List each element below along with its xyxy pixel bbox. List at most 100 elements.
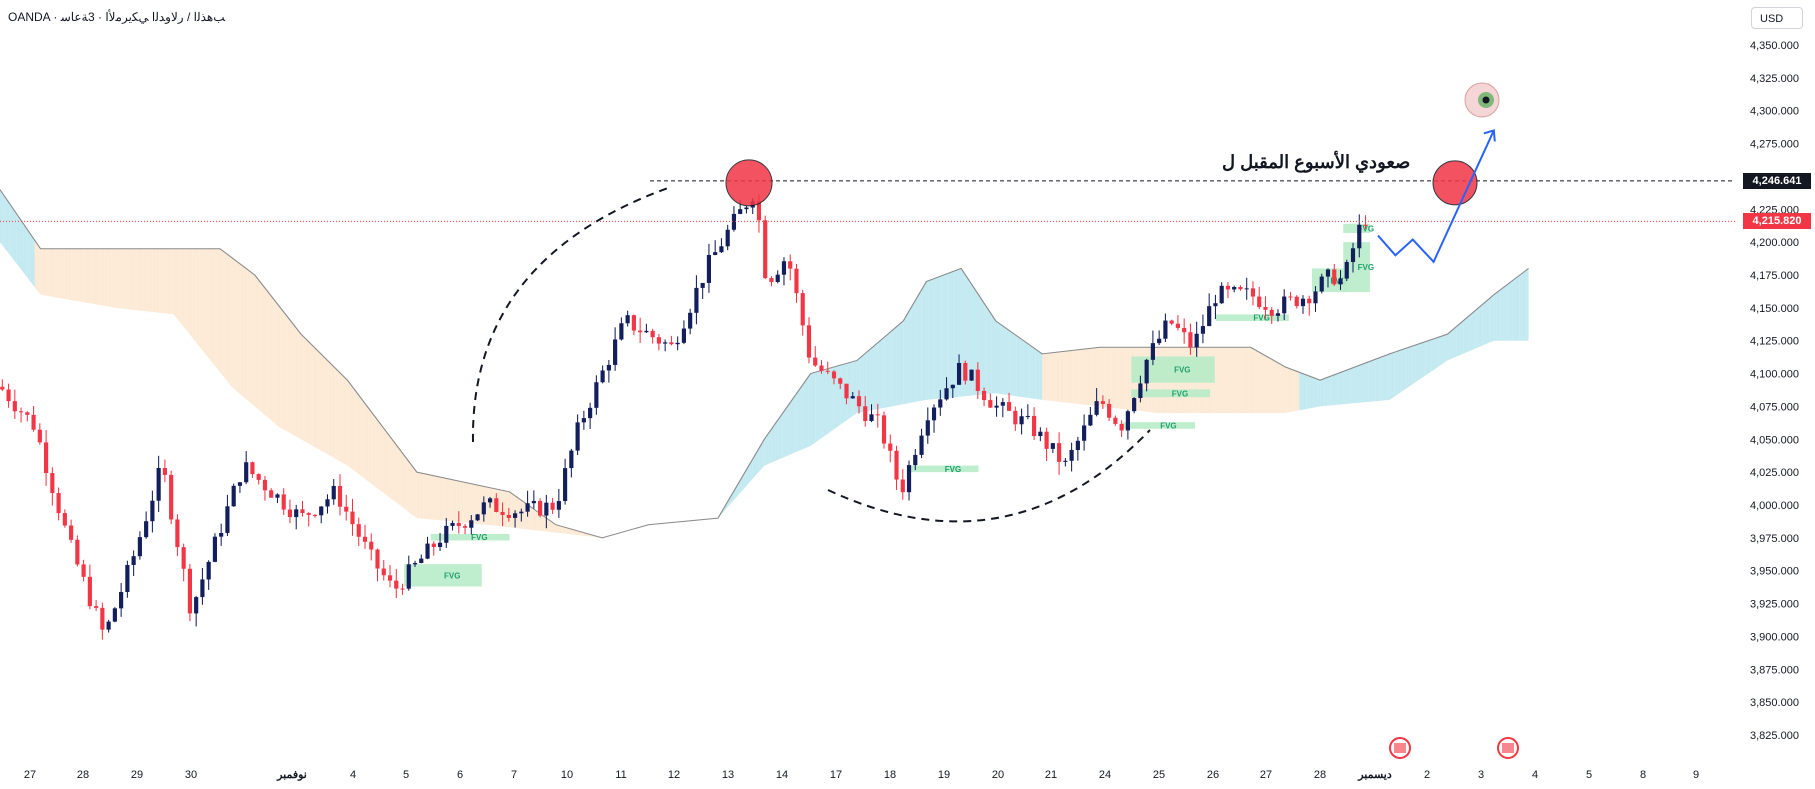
y-tick-label: 3,975.000 <box>1750 533 1799 545</box>
candle-body <box>400 588 405 590</box>
cloud-segment <box>1303 374 1307 410</box>
cloud-segment <box>1060 351 1064 403</box>
x-tick-label: 9 <box>1693 769 1699 781</box>
cloud-segment <box>1334 374 1337 406</box>
cloud-segment <box>843 363 846 423</box>
cloud-segment <box>361 398 364 478</box>
cloud-segment <box>352 386 355 471</box>
cloud-segment <box>1294 370 1297 412</box>
candle-body <box>850 396 855 399</box>
cloud-segment <box>324 357 327 454</box>
cloud-segment <box>407 459 410 513</box>
cloud-segment <box>750 459 753 482</box>
cloud-segment <box>1445 334 1448 363</box>
candle-body <box>713 252 718 255</box>
cloud-segment <box>141 248 144 312</box>
y-axis[interactable]: 4,350.0004,325.0004,300.0004,275.0004,25… <box>1750 40 1799 742</box>
cloud-segment <box>1111 347 1114 409</box>
cloud-segment <box>1361 363 1365 403</box>
candle-body <box>1138 383 1143 399</box>
y-tick-label: 4,275.000 <box>1750 139 1799 151</box>
candle-body <box>194 597 199 614</box>
cloud-segment <box>247 269 251 403</box>
cloud-segment <box>129 248 133 310</box>
cloud-segment <box>509 491 512 528</box>
cloud-segment <box>486 486 489 525</box>
cloud-segment <box>1396 350 1399 396</box>
cloud-segment <box>442 477 445 521</box>
cloud-segment <box>1357 365 1360 403</box>
candle-body <box>106 621 111 630</box>
candle-body <box>706 254 712 283</box>
cloud-segment <box>546 518 549 532</box>
cloud-segment <box>1278 363 1281 413</box>
fvg-label: FVG <box>1160 421 1176 430</box>
cloud-segment <box>796 390 800 452</box>
cloud-segment <box>968 278 971 396</box>
cloud-segment <box>852 361 855 417</box>
candle-body <box>794 268 799 294</box>
fvg-zone <box>1131 389 1211 398</box>
cloud-segment <box>1023 340 1026 398</box>
cloud-segment <box>1340 371 1344 405</box>
candle-body <box>406 564 411 589</box>
cloud-segment <box>951 271 955 398</box>
y-tick-label: 4,200.000 <box>1750 237 1799 249</box>
candles <box>0 194 1368 640</box>
fvg-label: FVG <box>1358 263 1374 272</box>
cloud-segment <box>1116 347 1119 409</box>
cloud-segment <box>1426 340 1429 375</box>
cloud-segment <box>1025 342 1029 398</box>
cloud-segment <box>252 273 255 407</box>
cloud-segment <box>551 521 554 533</box>
cloud-segment <box>152 248 156 313</box>
cloud-segment <box>1109 347 1112 408</box>
cloud-segment <box>435 476 438 521</box>
symbol-header: OANDA · ﺐﻫﺬﻟﺍ / ﺭﻻﻭﺪﻟﺍ ﻲﻜﻳﺮﻣﻷﺍ · 3ﺔﻋﺎﺳ <box>8 10 226 24</box>
x-axis[interactable]: 27 28 29 30 نوفمبر 4 5 6 7 10 11 12 13 14 17 18 19 20 21 24… <box>24 737 1699 781</box>
cloud-segment <box>937 276 941 399</box>
cloud-segment <box>171 248 174 315</box>
cloud-segment <box>83 248 86 303</box>
cloud-segment <box>1049 352 1052 401</box>
cloud-segment <box>1310 376 1314 409</box>
cloud-segment <box>208 248 211 361</box>
cloud-segment <box>1264 355 1267 413</box>
cloud-segment <box>120 248 123 309</box>
fvg-zone <box>404 564 482 587</box>
candle-body <box>1019 416 1024 425</box>
cloud-segment <box>555 524 559 533</box>
candle-body <box>531 500 536 504</box>
candle-body <box>456 522 461 527</box>
candle-body <box>494 498 499 512</box>
candle-body <box>956 362 962 385</box>
cloud-segment <box>1016 335 1020 397</box>
cloud-segment <box>891 328 894 407</box>
cloud-segment <box>900 321 904 405</box>
cloud-segment <box>67 248 70 300</box>
candle-body <box>1188 332 1193 348</box>
cloud-segment <box>1234 347 1237 413</box>
y-tick-label: 4,100.000 <box>1750 369 1799 381</box>
cloud-segment <box>1285 367 1288 413</box>
cloud-segment <box>924 281 927 401</box>
currency-button[interactable]: USD <box>1751 7 1803 29</box>
candle-body <box>1313 291 1318 304</box>
candle-body <box>462 526 468 528</box>
cloud-segment <box>785 406 788 457</box>
cloud-segment <box>1058 351 1061 402</box>
y-tick-label: 4,000.000 <box>1750 500 1799 512</box>
cloud-segment <box>778 416 781 460</box>
cloud-segment <box>280 307 283 429</box>
cloud-segment <box>1424 341 1427 377</box>
candle-body <box>444 525 449 543</box>
cloud-segment <box>291 322 295 436</box>
cloud-segment <box>1484 300 1487 345</box>
cloud-segment <box>166 248 170 314</box>
candle-body <box>1044 431 1049 449</box>
cloud-segment <box>766 432 769 465</box>
cloud-segment <box>203 248 207 355</box>
cloud-segment <box>213 248 216 367</box>
cloud-segment <box>50 248 54 297</box>
